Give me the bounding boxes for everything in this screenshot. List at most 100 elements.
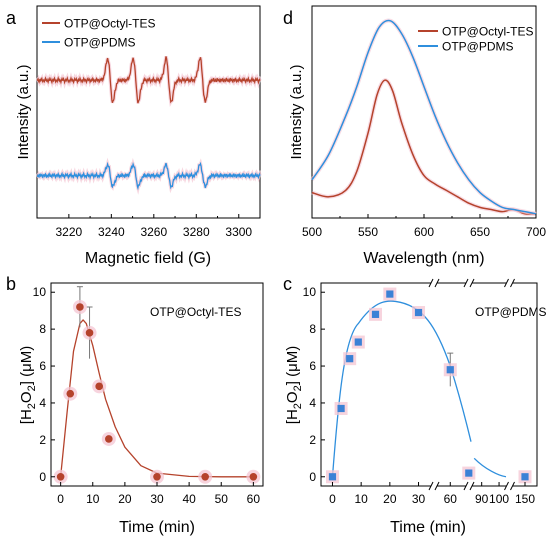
axis-break-mark (428, 481, 434, 491)
axis-break-mark (463, 278, 469, 288)
x-tick-label: 700 (526, 225, 546, 239)
axis-break-mark (504, 481, 509, 491)
data-point (153, 472, 161, 481)
y-tick-label: 4 (309, 396, 316, 410)
data-point (386, 290, 394, 298)
x-tick-label: 0 (57, 492, 64, 506)
x-tick-label: 10 (354, 492, 368, 506)
data-point (465, 469, 473, 477)
x-tick-label: 3240 (98, 225, 125, 239)
legend-label-pdms: OTP@PDMS (442, 40, 514, 54)
data-point (328, 473, 337, 481)
data-point (76, 303, 84, 311)
epr-line-pdms (36, 161, 261, 191)
data-point (95, 382, 103, 391)
axis-break-gap (466, 279, 472, 287)
data-point (337, 404, 345, 413)
panel-b-y-label: [H2O2] (μM) (18, 346, 38, 424)
legend-label-octyl: OTP@Octyl-TES (64, 17, 156, 31)
epr-spectra (35, 55, 262, 195)
pl-line-octyl (311, 79, 537, 215)
y-tick-label: 10 (303, 285, 317, 299)
panel-a-x-ticks: 3220 3240 3260 3280 3300 (56, 214, 252, 239)
x-tick-label: 20 (118, 492, 132, 506)
x-tick-label: 500 (302, 225, 322, 239)
panel-c-ticks: 0 10 20 30 60 90 100 150 0 2 4 6 8 10 (303, 278, 535, 506)
x-tick-label: 60 (247, 492, 261, 506)
axis-break-mark (469, 481, 475, 491)
epr-line-octyl (36, 56, 261, 104)
pl-line-pdms (311, 19, 537, 215)
axis-break-mark (428, 278, 434, 288)
panel-d: d OTP@Octyl-TES OTP@PDMS 500 550 600 650 700… (283, 5, 546, 267)
x-tick-label: 100 (489, 492, 509, 506)
data-point (446, 366, 454, 374)
x-tick-label: 3280 (183, 225, 210, 239)
y-tick-label: 6 (39, 359, 46, 373)
panel-a: a OTP@Octyl-TES OTP@PDMS 3220 3240 3260 328… (6, 5, 262, 267)
panel-c-annotation: OTP@PDMS (475, 305, 547, 319)
panel-c: c OTP@PDMS 0 10 20 30 60 90 100 150 0 2 4 6 8 10 [H2O… (283, 274, 547, 536)
x-tick-label: 3260 (140, 225, 167, 239)
data-point (521, 473, 529, 481)
panel-b-annotation: OTP@Octyl-TES (150, 305, 242, 319)
data-point (346, 355, 354, 363)
pl-spectra (310, 18, 537, 217)
panel-b-x-label: Time (min) (119, 519, 195, 536)
y-tick-label: 8 (309, 322, 316, 336)
panel-letter-d: d (283, 8, 293, 28)
x-tick-label: 550 (358, 225, 378, 239)
data-point (105, 435, 113, 443)
x-tick-label: 150 (515, 492, 535, 506)
x-tick-label: 3220 (56, 225, 83, 239)
panel-b-ticks: 0 10 20 30 40 50 60 0 2 4 6 8 10 (33, 285, 261, 506)
axis-break-mark (510, 278, 515, 288)
y-tick-label: 0 (39, 470, 46, 484)
panel-d-y-label: Intensity (a.u.) (288, 64, 305, 159)
panel-letter-c: c (283, 274, 292, 294)
data-point (354, 338, 362, 346)
x-tick-label: 600 (414, 225, 434, 239)
x-tick-label: 40 (182, 492, 196, 506)
data-point (56, 472, 65, 481)
axis-break-gap (431, 279, 437, 287)
x-tick-label: 30 (412, 492, 426, 506)
y-tick-label: 6 (309, 359, 316, 373)
axis-break-mark (434, 481, 440, 491)
axis-break-mark (434, 278, 440, 288)
x-tick-label: 30 (150, 492, 164, 506)
panel-c-x-label: Time (min) (390, 519, 466, 536)
y-tick-label: 10 (33, 285, 47, 299)
trend-curve (331, 300, 472, 477)
x-tick-label: 650 (470, 225, 490, 239)
axis-break-gap (506, 482, 513, 490)
x-tick-label: 0 (329, 492, 336, 506)
panel-a-legend: OTP@Octyl-TES OTP@PDMS (42, 17, 156, 50)
x-tick-label: 20 (383, 492, 397, 506)
y-tick-label: 0 (309, 470, 316, 484)
axis-break-mark (469, 278, 475, 288)
panel-a-y-label: Intensity (a.u.) (15, 64, 32, 159)
y-tick-label: 8 (39, 322, 46, 336)
pl-glow-0 (311, 78, 537, 217)
axis-break-gap (506, 279, 513, 287)
panel-c-plot (325, 287, 532, 484)
x-tick-label: 60 (444, 492, 458, 506)
panel-a-frame (36, 5, 261, 219)
y-tick-label: 2 (309, 433, 316, 447)
y-tick-label: 2 (39, 433, 46, 447)
panel-d-x-ticks: 500 550 600 650 700 (302, 214, 546, 239)
panel-d-legend: OTP@Octyl-TES OTP@PDMS (418, 25, 534, 54)
panel-d-x-label: Wavelength (nm) (363, 250, 484, 267)
x-tick-label: 3300 (225, 225, 252, 239)
data-point (66, 389, 75, 398)
y-tick-label: 4 (39, 396, 46, 410)
panel-letter-b: b (6, 274, 16, 294)
panel-c-frame (320, 282, 538, 487)
data-point (249, 472, 258, 481)
legend-label-octyl: OTP@Octyl-TES (442, 25, 534, 39)
x-tick-label: 90 (475, 492, 489, 506)
x-tick-label: 10 (86, 492, 100, 506)
axis-break-mark (463, 481, 469, 491)
